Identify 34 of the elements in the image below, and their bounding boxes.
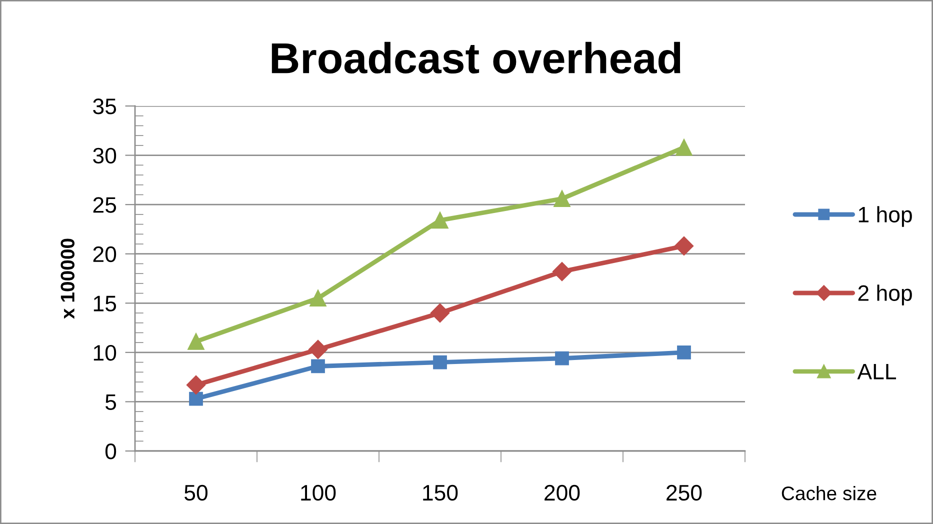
point — [188, 333, 204, 350]
x-tick-label: 100 — [301, 484, 336, 501]
point — [432, 212, 448, 229]
point — [189, 392, 203, 406]
point — [186, 375, 206, 394]
x-tick-label: 150 — [423, 484, 458, 501]
x-tick-label: 50 — [184, 484, 208, 501]
point — [674, 236, 694, 256]
x-tick-label: 250 — [666, 484, 702, 501]
point — [555, 351, 569, 366]
point — [310, 290, 326, 307]
point — [433, 355, 447, 370]
point — [676, 139, 692, 156]
y-tick-label: 20 — [93, 246, 116, 262]
y-tick-label: 15 — [94, 296, 116, 312]
point — [677, 345, 691, 360]
point — [308, 340, 328, 360]
y-axis-title: x 100000 — [60, 238, 74, 319]
y-tick-label: 5 — [105, 394, 116, 410]
y-tick-label: 35 — [93, 98, 116, 114]
point — [311, 359, 325, 374]
chart-title: Broadcast overhead — [272, 42, 680, 74]
x-axis-title: Cache size — [782, 486, 876, 500]
y-tick-label: 30 — [93, 148, 116, 164]
y-tick-label: 0 — [105, 444, 116, 460]
x-tick-label: 200 — [544, 484, 580, 501]
point — [430, 303, 450, 323]
legend-label: 1 hop — [858, 206, 912, 227]
y-tick-label: 25 — [93, 197, 116, 213]
legend-label: ALL — [857, 364, 896, 380]
legend-label: 2 hop — [858, 284, 912, 306]
y-tick-label: 10 — [94, 344, 116, 361]
point — [552, 262, 572, 282]
point — [554, 190, 570, 207]
